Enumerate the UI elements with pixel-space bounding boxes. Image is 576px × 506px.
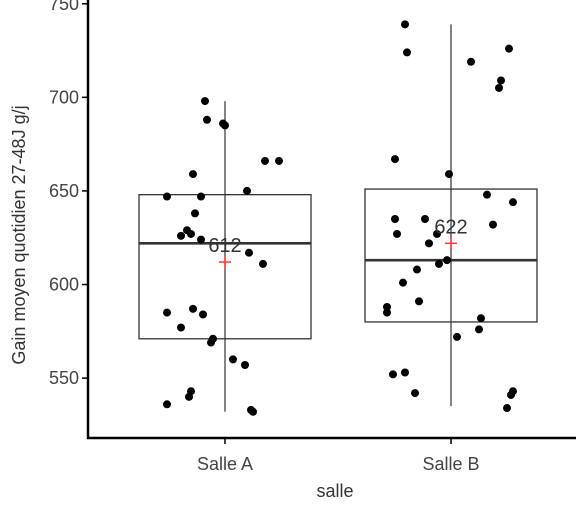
mean-marker-salle-b [445, 237, 457, 250]
y-tick-label: 550 [49, 368, 79, 388]
data-point-salle-b [415, 297, 423, 306]
mean-label-salle-b: 622 [434, 216, 467, 238]
data-point-salle-a [261, 156, 269, 165]
data-point-salle-b [433, 229, 441, 238]
data-point-salle-a [189, 304, 197, 313]
data-point-salle-b [391, 155, 399, 164]
data-point-salle-b [509, 198, 517, 207]
data-point-salle-b [421, 215, 429, 223]
data-point-salle-b [413, 265, 421, 274]
data-point-salle-a [203, 115, 211, 124]
ticks-layer: 550 600 650 700 750 Salle A Salle B [49, 0, 480, 474]
data-point-salle-a [229, 355, 237, 364]
data-point-salle-a [249, 407, 257, 416]
data-point-salle-a [187, 229, 195, 238]
data-point-salle-a [197, 235, 205, 244]
y-tick-label: 650 [49, 181, 79, 201]
data-point-salle-a [245, 248, 253, 257]
data-point-salle-b [391, 215, 399, 223]
data-point-salle-a [197, 192, 205, 201]
data-point-salle-b [383, 302, 391, 311]
y-tick-label: 600 [49, 275, 79, 295]
data-point-salle-b [453, 332, 461, 341]
data-point-salle-a [259, 259, 267, 268]
means-layer: 612 622 [208, 216, 468, 269]
boxes-layer [138, 24, 538, 412]
data-point-salle-b [383, 308, 391, 317]
mean-marker-salle-a [219, 256, 231, 269]
data-point-salle-a [163, 308, 171, 317]
points-layer [163, 20, 517, 416]
data-point-salle-b [443, 256, 451, 265]
x-tick-label-salle-a: Salle A [197, 454, 253, 474]
y-tick-label: 750 [49, 0, 79, 14]
data-point-salle-a [185, 392, 193, 401]
data-point-salle-b [425, 239, 433, 248]
data-point-salle-a [241, 361, 249, 369]
data-point-salle-b [507, 390, 515, 399]
data-point-salle-a [201, 97, 209, 106]
x-axis-title: salle [316, 481, 353, 501]
data-point-salle-a [177, 323, 185, 332]
data-point-salle-b [411, 389, 419, 398]
data-point-salle-b [489, 220, 497, 229]
box-salle-b [364, 188, 538, 323]
data-point-salle-b [503, 404, 511, 413]
data-point-salle-b [393, 229, 401, 238]
data-point-salle-a [199, 310, 207, 319]
y-tick-label: 700 [49, 87, 79, 107]
x-tick-label-salle-b: Salle B [422, 454, 479, 474]
data-point-salle-a [177, 231, 185, 240]
data-point-salle-a [221, 121, 229, 130]
data-point-salle-b [399, 278, 407, 287]
data-point-salle-b [483, 190, 491, 199]
data-point-salle-b [389, 370, 397, 379]
data-point-salle-a [189, 170, 197, 179]
data-point-salle-a [243, 186, 251, 195]
data-point-salle-b [505, 44, 513, 53]
mean-label-salle-a: 612 [208, 235, 241, 257]
data-point-salle-a [207, 338, 215, 347]
data-point-salle-b [403, 48, 411, 57]
data-point-salle-b [477, 314, 485, 323]
data-point-salle-a [191, 209, 199, 218]
data-point-salle-a [275, 156, 283, 165]
axes-layer [86, 0, 576, 440]
box-group-salle-b [364, 24, 538, 407]
data-point-salle-a [163, 400, 171, 409]
data-point-salle-b [467, 57, 475, 66]
data-point-salle-b [497, 76, 505, 85]
data-point-salle-b [475, 325, 483, 334]
data-point-salle-a [163, 192, 171, 201]
y-axis-title: Gain moyen quotidien 27-48J g/j [9, 105, 29, 364]
data-point-salle-b [401, 20, 409, 29]
data-point-salle-b [445, 170, 453, 179]
data-point-salle-b [435, 259, 443, 268]
data-point-salle-b [401, 368, 409, 377]
data-point-salle-b [495, 83, 503, 92]
box-salle-a [138, 194, 312, 340]
